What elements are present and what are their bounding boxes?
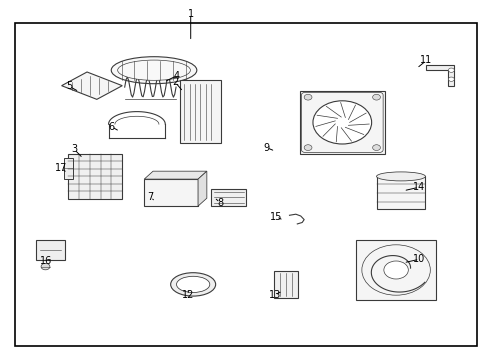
Ellipse shape xyxy=(111,57,196,84)
Bar xyxy=(15,23,476,346)
Text: 8: 8 xyxy=(217,198,223,208)
Bar xyxy=(36,240,64,260)
Text: 10: 10 xyxy=(412,254,425,264)
Text: 14: 14 xyxy=(412,182,425,192)
Text: 12: 12 xyxy=(182,290,194,300)
Circle shape xyxy=(447,68,453,72)
Text: 15: 15 xyxy=(269,212,282,222)
Circle shape xyxy=(304,145,311,150)
Polygon shape xyxy=(61,72,122,99)
Bar xyxy=(355,240,436,300)
Text: 6: 6 xyxy=(108,122,114,132)
Text: 1: 1 xyxy=(187,9,193,19)
Circle shape xyxy=(312,101,371,144)
FancyBboxPatch shape xyxy=(301,93,382,153)
Polygon shape xyxy=(425,65,453,86)
Ellipse shape xyxy=(176,276,209,292)
Polygon shape xyxy=(144,171,206,179)
Text: 5: 5 xyxy=(66,81,72,91)
Text: 9: 9 xyxy=(263,143,269,153)
Text: 2: 2 xyxy=(172,77,178,87)
Circle shape xyxy=(447,77,453,81)
Bar xyxy=(180,80,220,143)
Ellipse shape xyxy=(118,60,190,80)
Ellipse shape xyxy=(376,172,425,181)
Circle shape xyxy=(372,94,380,100)
Text: 7: 7 xyxy=(147,192,153,202)
Bar xyxy=(144,179,198,206)
Circle shape xyxy=(304,94,311,100)
Bar xyxy=(211,189,246,206)
Bar xyxy=(63,158,73,179)
Circle shape xyxy=(383,261,407,279)
Text: 17: 17 xyxy=(55,163,67,174)
Text: 3: 3 xyxy=(71,144,77,154)
Circle shape xyxy=(41,264,50,270)
Text: 11: 11 xyxy=(419,55,432,66)
Circle shape xyxy=(372,145,380,150)
Bar xyxy=(376,176,425,209)
Ellipse shape xyxy=(170,273,215,296)
Bar xyxy=(299,91,384,154)
Text: 13: 13 xyxy=(268,290,281,300)
Text: 16: 16 xyxy=(40,256,53,266)
Text: 4: 4 xyxy=(174,71,180,81)
Polygon shape xyxy=(198,171,206,206)
Bar xyxy=(273,271,298,298)
Bar xyxy=(68,154,122,199)
